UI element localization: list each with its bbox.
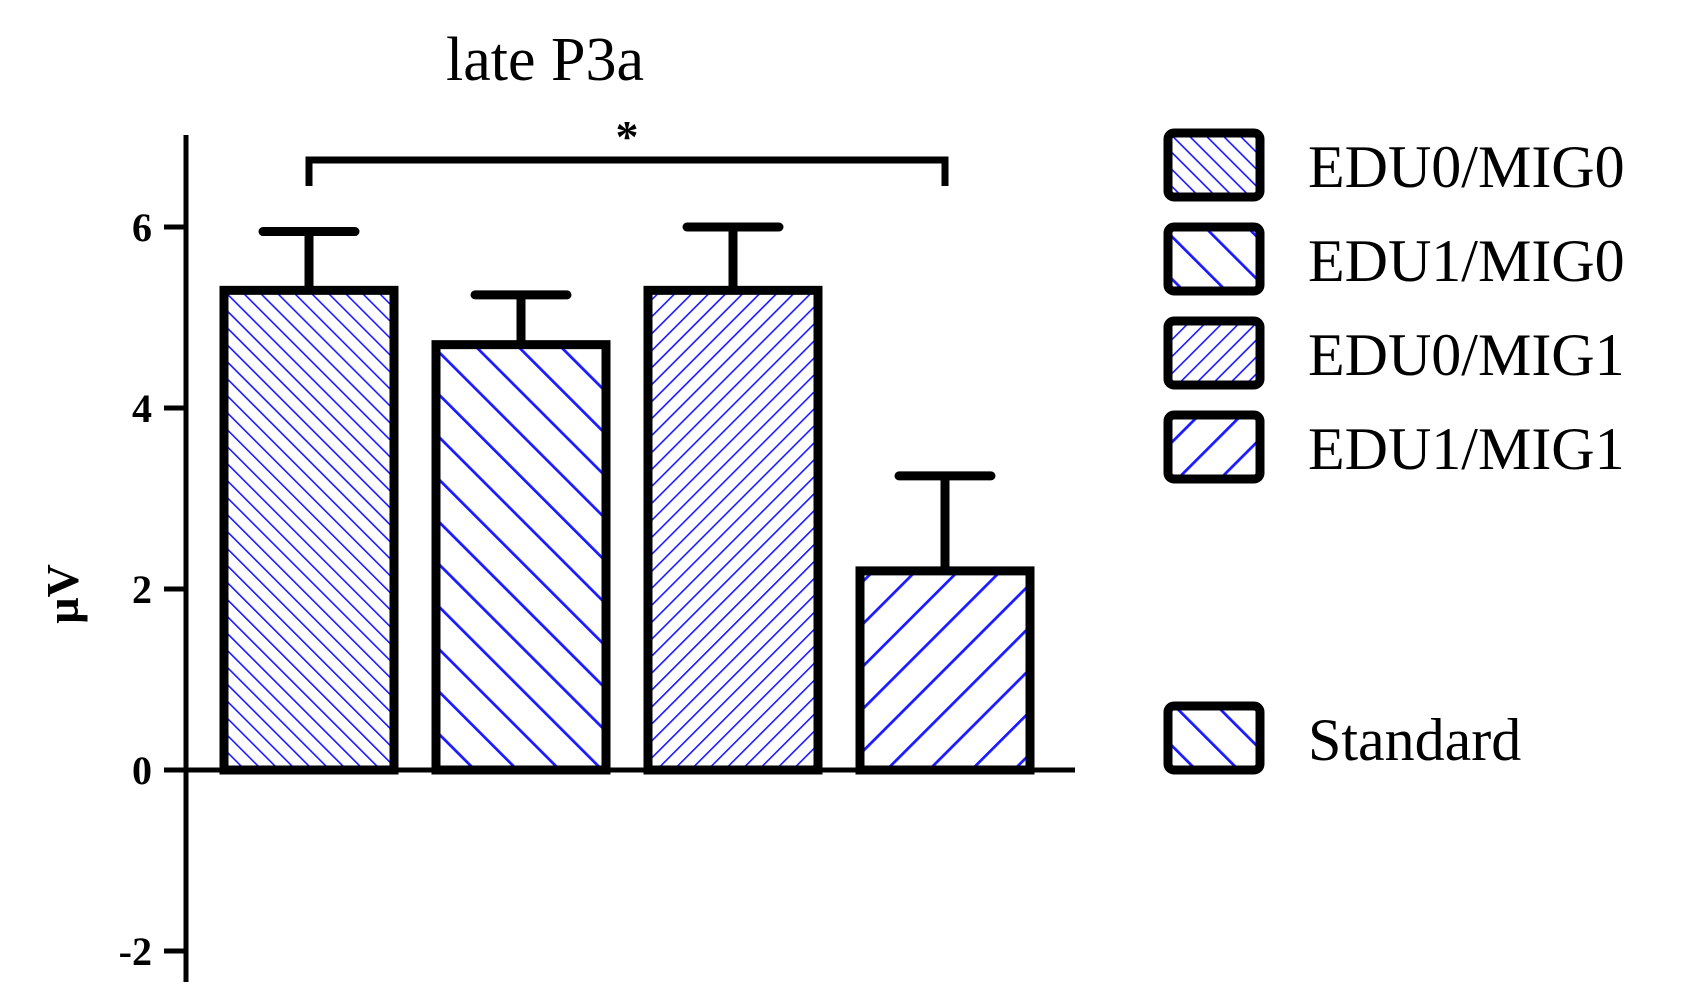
y-tick-label: -2 — [119, 929, 152, 974]
significance-bracket: * — [305, 111, 949, 186]
significance-label: * — [616, 111, 639, 162]
y-tick-label: 0 — [132, 748, 152, 793]
legend-swatch — [1163, 316, 1265, 390]
legend-label: EDU1/MIG1 — [1308, 416, 1625, 482]
bars — [219, 222, 1035, 775]
y-axis-label: µV — [37, 564, 88, 624]
legend-swatch — [1163, 701, 1265, 775]
legend-label: EDU0/MIG0 — [1308, 134, 1625, 200]
y-tick-label: 4 — [132, 386, 152, 431]
legend-label: EDU1/MIG0 — [1308, 228, 1625, 294]
chart-title: late P3a — [446, 26, 644, 94]
bar — [855, 566, 1035, 775]
legend-swatch — [1163, 222, 1265, 296]
legend-swatch — [1163, 410, 1265, 484]
bar — [219, 285, 399, 775]
significance-line — [305, 156, 949, 186]
y-tick-label: 2 — [132, 567, 152, 612]
legend-label: Standard — [1308, 707, 1521, 773]
bar — [431, 340, 611, 775]
y-tick-label: 6 — [132, 205, 152, 250]
bar — [643, 285, 823, 775]
legend-label: EDU0/MIG1 — [1308, 322, 1625, 388]
legend: EDU0/MIG0 EDU1/MIG0 EDU0/MIG1 EDU1/MIG1 Stan… — [1163, 128, 1625, 775]
legend-swatch — [1163, 128, 1265, 202]
